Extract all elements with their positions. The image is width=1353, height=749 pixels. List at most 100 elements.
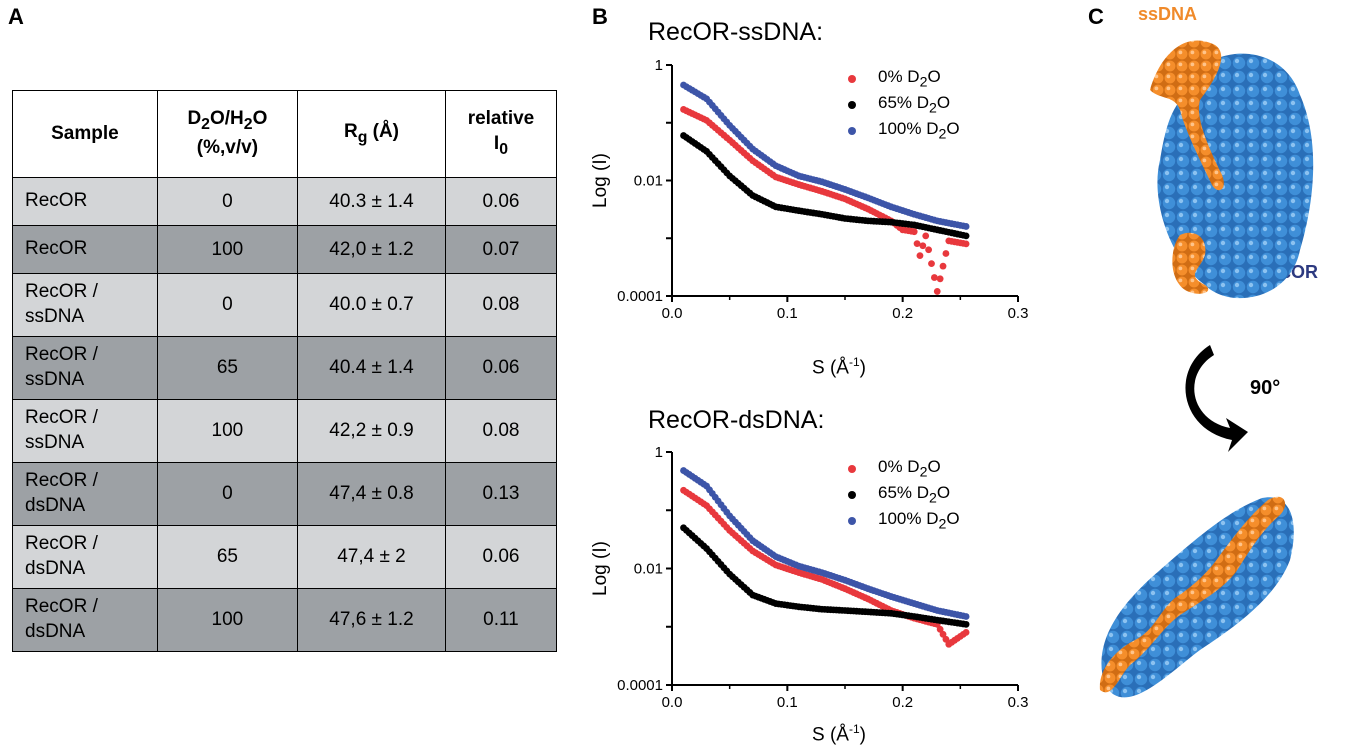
data-point [945, 228, 953, 236]
data-point [691, 474, 699, 482]
data-point [835, 214, 843, 221]
data-point [714, 514, 722, 522]
data-point [896, 219, 904, 227]
cell-rel: 0.08 [444, 399, 558, 463]
data-point [783, 177, 791, 185]
legend-item-0: 0% D2O [848, 66, 960, 92]
data-point [775, 554, 783, 562]
data-point [708, 102, 716, 109]
data-point [755, 161, 762, 169]
data-point [729, 174, 736, 182]
legend-item-2: 100% D2O [848, 508, 960, 534]
data-point [691, 88, 699, 96]
data-point [835, 184, 843, 191]
y-tick-label: 0.0001 [617, 677, 663, 694]
cell-rel: 0.06 [444, 525, 558, 589]
rotation-label: 90° [1250, 377, 1281, 399]
data-point [881, 591, 889, 598]
data-point [697, 91, 705, 99]
data-point [772, 561, 780, 569]
data-point [815, 568, 823, 576]
data-point [933, 226, 941, 234]
data-point [694, 112, 702, 120]
data-point [930, 606, 938, 614]
cell-rg: 47,6 ± 1.2 [297, 588, 446, 652]
data-point [711, 554, 719, 562]
data-point [792, 171, 800, 179]
data-point [714, 497, 722, 505]
data-point [740, 539, 748, 547]
data-point [717, 561, 725, 568]
data-point [786, 602, 794, 609]
results-table: Sample D2O/H2O (%,v/v) Rg (Å) relative I… [12, 90, 558, 652]
data-point [708, 121, 716, 129]
data-point [841, 576, 849, 584]
data-point [740, 136, 748, 144]
data-point [795, 562, 803, 570]
cell-sample: RecOR / dsDNA [12, 462, 158, 526]
data-point [815, 605, 823, 613]
legend-item-0: 0% D2O [848, 456, 960, 482]
data-point [925, 214, 933, 222]
data-point [899, 610, 907, 618]
data-point [916, 613, 924, 621]
data-point [962, 613, 970, 620]
data-point [832, 606, 840, 614]
data-point [789, 206, 797, 214]
data-point [951, 610, 958, 618]
data-point [933, 620, 941, 628]
data-point [925, 604, 933, 612]
data-point [752, 147, 760, 155]
data-point [864, 608, 872, 616]
data-point [827, 190, 834, 198]
data-point [723, 169, 731, 177]
data-point [763, 596, 771, 604]
cell-sample: RecOR [12, 177, 158, 226]
data-point [700, 500, 708, 508]
data-point [807, 209, 814, 216]
data-point [962, 223, 970, 230]
data-point [783, 565, 791, 573]
data-point [815, 575, 823, 582]
data-point [720, 131, 728, 139]
data-point [766, 598, 774, 605]
data-point [887, 607, 895, 614]
cell-d2o: 0 [156, 177, 299, 226]
data-point [948, 638, 956, 646]
legend-marker [848, 101, 856, 109]
data-point [703, 502, 710, 510]
data-point [899, 596, 907, 604]
data-point [910, 221, 918, 229]
data-point [809, 185, 817, 193]
data-point [809, 176, 817, 183]
data-point [743, 586, 751, 594]
data-point [786, 566, 794, 574]
data-point [798, 207, 806, 215]
data-point [919, 223, 927, 231]
data-point [893, 610, 901, 618]
data-point [706, 505, 713, 513]
y-axis-label: Log (I) [590, 541, 611, 596]
data-point [830, 606, 837, 614]
data-point [936, 275, 944, 283]
data-point [726, 527, 734, 534]
data-point [726, 121, 734, 129]
xlabel-dsdna: S (Å-1) [812, 722, 866, 746]
y-tick-label: 0.0001 [617, 288, 663, 305]
data-point [795, 172, 803, 180]
data-point [726, 136, 734, 144]
data-point [775, 174, 783, 182]
data-point [807, 565, 814, 573]
data-point [893, 609, 901, 616]
data-point [939, 227, 947, 235]
cell-d2o: 65 [156, 525, 299, 589]
data-point [746, 589, 754, 596]
data-point [749, 157, 757, 165]
data-point [827, 572, 834, 579]
data-point [755, 541, 762, 549]
data-point [778, 175, 785, 183]
data-point [798, 173, 806, 181]
data-point [867, 586, 875, 594]
data-point [818, 210, 826, 218]
data-point [954, 230, 961, 238]
